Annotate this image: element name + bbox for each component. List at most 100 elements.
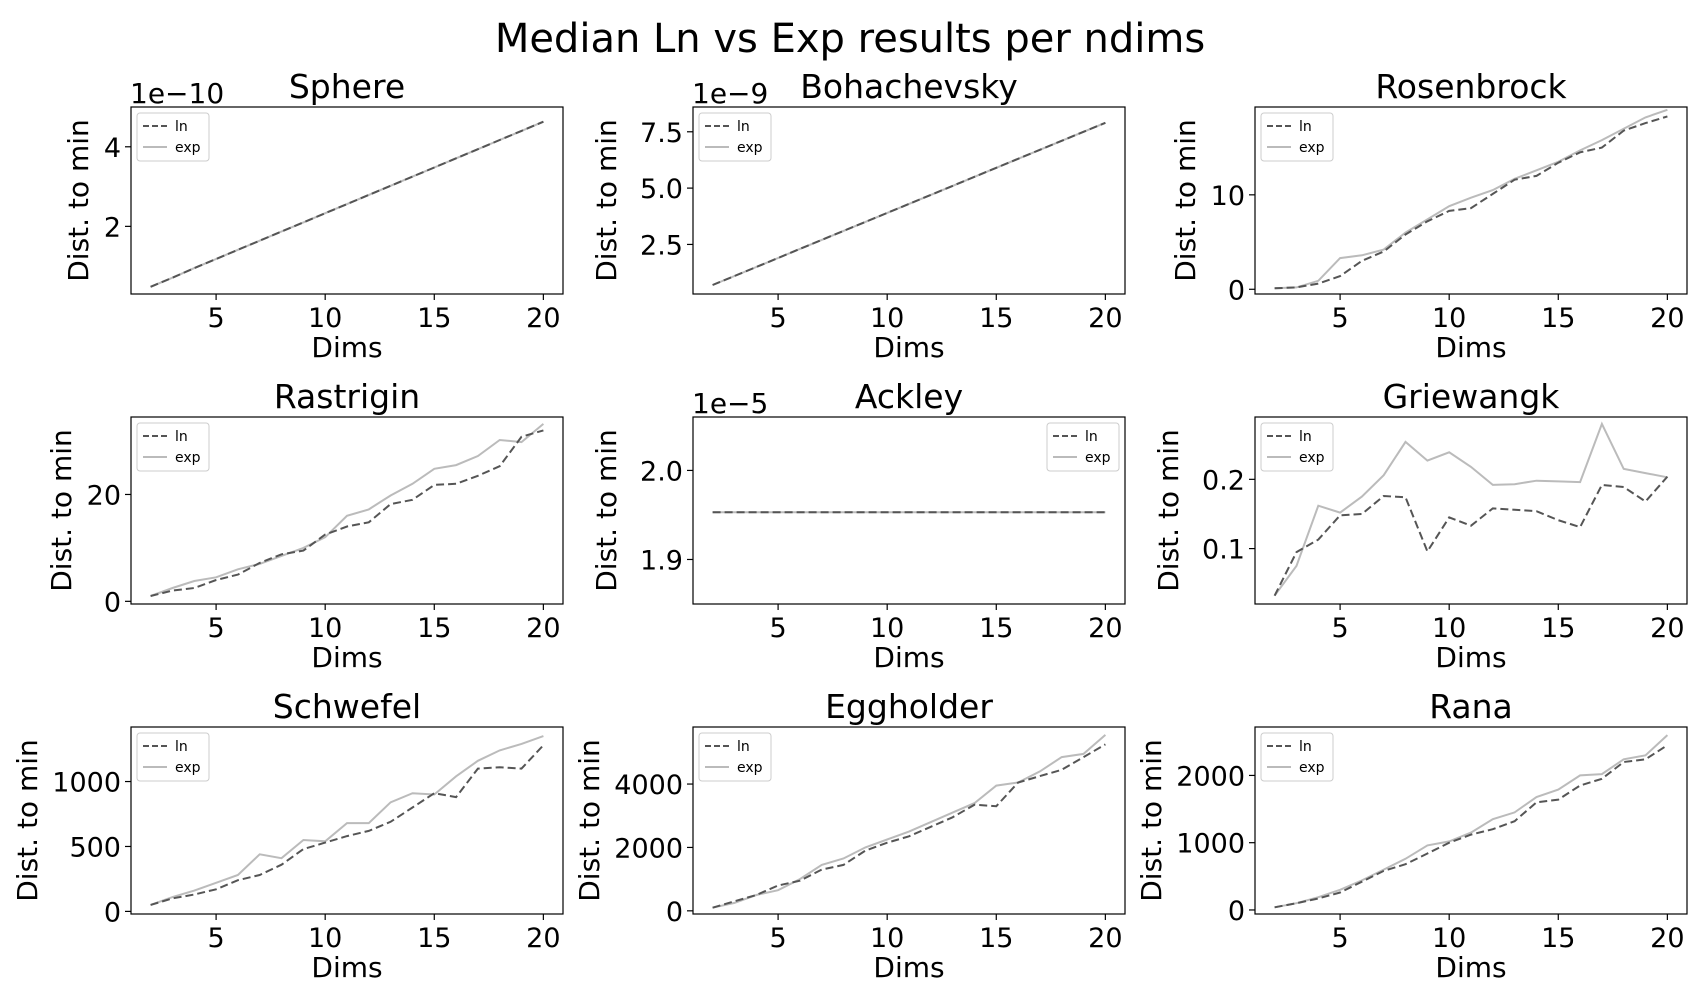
x-axis-label: Dims (311, 331, 382, 364)
legend-label-exp: exp (175, 450, 201, 466)
x-tick-label: 20 (526, 923, 560, 954)
series-line-ln (1273, 475, 1669, 597)
y-tick-label: 2.0 (640, 456, 683, 487)
y-tick-label: 0.1 (1202, 535, 1245, 566)
y-axis-label: Dist. to min (45, 429, 78, 592)
legend: ln exp (1260, 112, 1334, 162)
subplot-rastrigin: Rastrigin 5 10 15 20 0 20 Dims Dist. to min ln exp (45, 377, 564, 674)
axes-frame (130, 726, 564, 915)
x-axis-label: Dims (311, 951, 382, 984)
x-tick-label: 15 (1541, 613, 1575, 644)
axes-frame (1254, 106, 1688, 295)
y-tick-label: 20 (87, 480, 121, 511)
x-tick-label: 20 (526, 613, 560, 644)
series-line-ln (150, 429, 544, 597)
subplot-title: Schwefel (273, 687, 421, 726)
x-tick-label: 10 (870, 303, 904, 334)
legend-label-ln: ln (737, 739, 750, 755)
series-line-exp (1273, 421, 1668, 597)
subplot-eggholder: Eggholder 5 10 15 20 0 2000 4000 Dims Dist. to mi… (573, 687, 1126, 984)
legend-label-ln: ln (1085, 429, 1098, 445)
y-tick-label: 4000 (614, 770, 683, 801)
x-tick-label: 20 (1088, 303, 1122, 334)
x-tick-label: 15 (417, 303, 451, 334)
series-line-ln (712, 121, 1106, 286)
legend: ln exp (136, 112, 210, 162)
x-tick-label: 10 (1432, 923, 1466, 954)
y-tick-label: 0 (666, 897, 683, 928)
y-offset-text: 1e−10 (130, 77, 224, 110)
x-tick-label: 15 (1541, 923, 1575, 954)
y-axis-label: Dist. to min (1169, 119, 1202, 282)
y-axis-label: Dist. to min (1135, 739, 1168, 902)
subplot-title: Rastrigin (274, 377, 420, 416)
y-tick-label: 2000 (1176, 761, 1245, 792)
x-tick-label: 20 (1650, 923, 1684, 954)
legend-label-exp: exp (1299, 760, 1325, 776)
x-axis-label: Dims (311, 641, 382, 674)
x-tick-label: 10 (308, 303, 342, 334)
subplot-bohachevsky: Bohachevsky 1e−9 5 10 15 20 2.5 5.0 7.5 Dims Dist.… (590, 67, 1126, 364)
x-tick-label: 5 (1331, 923, 1348, 954)
axes-frame (692, 416, 1126, 605)
axes-frame (1254, 726, 1688, 915)
y-tick-label: 2000 (614, 833, 683, 864)
legend: ln exp (136, 422, 210, 472)
subplot-schwefel: Schwefel 5 10 15 20 0 500 1000 Dims Dist. to min l… (11, 687, 564, 984)
y-tick-label: 1000 (1176, 829, 1245, 860)
subplot-griewangk: Griewangk 5 10 15 20 0.1 0.2 Dims Dist. to min ln… (1152, 377, 1688, 674)
x-tick-label: 5 (207, 923, 224, 954)
x-tick-label: 20 (1650, 303, 1684, 334)
subplot-sphere: Sphere 1e−10 5 10 15 20 2 4 Dims Dist. to min ln ex… (62, 67, 564, 364)
axes-frame (130, 416, 564, 605)
legend-label-exp: exp (737, 140, 763, 156)
x-tick-label: 20 (1650, 613, 1684, 644)
legend-label-ln: ln (175, 739, 188, 755)
y-tick-label: 500 (69, 832, 121, 863)
y-axis-label: Dist. to min (590, 119, 623, 282)
series-line-exp (1274, 734, 1669, 909)
y-tick-label: 0.2 (1202, 465, 1245, 496)
x-tick-label: 10 (308, 613, 342, 644)
legend-label-exp: exp (1299, 450, 1325, 466)
legend: ln exp (1260, 422, 1334, 472)
legend-label-ln: ln (737, 119, 750, 135)
legend: ln exp (1046, 422, 1120, 472)
y-tick-label: 4 (104, 133, 121, 164)
y-tick-label: 1.9 (640, 545, 683, 576)
y-axis-label: Dist. to min (11, 739, 44, 902)
x-axis-label: Dims (1435, 641, 1506, 674)
y-offset-text: 1e−5 (692, 387, 768, 420)
x-tick-label: 10 (870, 613, 904, 644)
series-line-ln (1274, 115, 1668, 290)
series-line-ln (150, 744, 545, 906)
subplot-rana: Rana 5 10 15 20 0 1000 2000 Dims Dist. to min ln ex… (1135, 687, 1688, 984)
legend-label-ln: ln (175, 429, 188, 445)
x-tick-label: 15 (1541, 303, 1575, 334)
x-tick-label: 5 (769, 923, 786, 954)
x-axis-label: Dims (873, 331, 944, 364)
x-tick-label: 15 (979, 923, 1013, 954)
series-line-ln (712, 743, 1106, 909)
x-tick-label: 10 (1432, 303, 1466, 334)
series-line-exp (712, 734, 1107, 909)
x-tick-label: 10 (308, 923, 342, 954)
legend-label-exp: exp (1299, 140, 1325, 156)
x-tick-label: 5 (769, 303, 786, 334)
y-tick-label: 0 (1228, 896, 1245, 927)
x-tick-label: 15 (979, 303, 1013, 334)
series-line-exp (1274, 108, 1668, 290)
x-axis-label: Dims (1435, 331, 1506, 364)
figure-title: Median Ln vs Exp results per ndims (495, 16, 1205, 62)
y-tick-label: 10 (1211, 181, 1245, 212)
series-line-exp (150, 735, 544, 906)
x-axis-label: Dims (1435, 951, 1506, 984)
legend-label-ln: ln (1299, 739, 1312, 755)
x-tick-label: 5 (207, 613, 224, 644)
x-axis-label: Dims (873, 641, 944, 674)
subplot-title: Ackley (855, 377, 963, 416)
y-axis-label: Dist. to min (573, 739, 606, 902)
y-tick-label: 2.5 (640, 230, 683, 261)
